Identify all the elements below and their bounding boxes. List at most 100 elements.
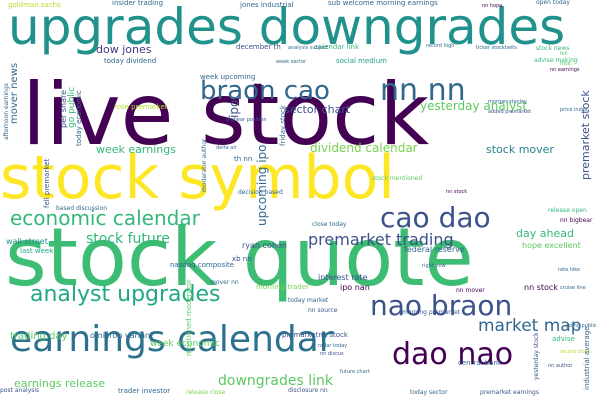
cloud-word: earnings release (14, 377, 106, 390)
cloud-word-vertical: mentioned moderator (185, 279, 193, 356)
cloud-word: dow jones (96, 43, 152, 56)
cloud-word-vertical: moderator author (201, 138, 208, 192)
cloud-word: omicron variant (90, 331, 154, 340)
cloud-word: future chart (340, 369, 370, 375)
cloud-word: price index (560, 107, 588, 113)
cloud-word: rose premarket (114, 103, 168, 111)
cloud-word: earnings calendar (10, 319, 334, 360)
cloud-word: trading day (10, 331, 68, 342)
cloud-word: th nn (234, 155, 253, 163)
cloud-word: nn bigbear (560, 217, 593, 224)
cloud-word-vertical: ipo (227, 99, 241, 118)
cloud-word-vertical: afternoon earnings (3, 83, 10, 140)
cloud-word: decision based (238, 189, 283, 196)
cloud-word: ticker stocktwits (476, 45, 517, 51)
cloud-word: week upcoming (200, 73, 256, 81)
cloud-word: stock future (86, 231, 170, 247)
cloud-word: stock symbol (0, 143, 395, 213)
cloud-word: insider trading (112, 0, 164, 7)
cloud-word: open today (536, 0, 570, 6)
cloud-word: dividend calendar (310, 141, 418, 155)
cloud-word: rate hike (558, 267, 581, 273)
cloud-word: post analysis (0, 387, 40, 394)
cloud-word: release close (186, 389, 226, 396)
cloud-word: trader investor (118, 387, 171, 395)
cloud-word: mover nn (210, 279, 239, 286)
cloud-word: central bank (458, 359, 502, 367)
cloud-word: goldman sachs (8, 1, 61, 9)
cloud-word: last week (20, 247, 54, 255)
cloud-word: federal reserve (404, 245, 465, 254)
cloud-word: braon cao (200, 76, 330, 106)
cloud-word: sub welcome morning earnings (328, 0, 438, 7)
cloud-word: cruise line (560, 285, 586, 291)
cloud-word: stock mentioned (372, 175, 423, 182)
cloud-word: social medium (336, 57, 387, 65)
cloud-word: nn stock (446, 189, 468, 195)
cloud-word: disclosure nn (288, 387, 328, 394)
cloud-word-vertical: today economic (75, 90, 83, 146)
cloud-word: calendar link (314, 43, 360, 51)
cloud-word: stock mover (486, 143, 554, 156)
cloud-word-vertical: premarket stock (579, 90, 592, 180)
cloud-word: week sector (276, 59, 307, 65)
cloud-word: nn earnings (550, 67, 580, 73)
cloud-word: hope excellent (522, 241, 581, 250)
cloud-word: week economic (150, 339, 220, 349)
cloud-word: record close (560, 349, 591, 355)
cloud-word: nasdaq composite (170, 261, 235, 269)
cloud-word: interest rate (318, 273, 368, 282)
cloud-word: wall street (6, 237, 48, 246)
cloud-word: morning premarket (402, 309, 460, 316)
cloud-word: advise (552, 335, 575, 343)
cloud-word: premarketnn stock (282, 331, 348, 339)
cloud-word: bigbear position (226, 117, 267, 123)
cloud-word: dao nao (392, 337, 514, 372)
cloud-word: nn author (548, 363, 573, 369)
cloud-word: yesterday analyst (420, 99, 528, 113)
cloud-word-vertical: industrial average (583, 326, 591, 390)
cloud-word: going public (566, 323, 597, 329)
cloud-word: jones industrial (240, 1, 294, 9)
cloud-word: cao dao (380, 201, 491, 234)
cloud-word: economic calendar (10, 206, 200, 230)
cloud-word: premarket earnings (480, 389, 539, 396)
cloud-word: market map (478, 316, 582, 336)
cloud-word: advise making (534, 57, 578, 64)
cloud-word-vertical: mover news (9, 62, 20, 124)
cloud-word: nn hope (482, 3, 503, 9)
cloud-word-vertical: upcoming ipo (255, 144, 269, 226)
cloud-word: day ahead (516, 227, 574, 240)
cloud-word: today market (288, 297, 329, 304)
cloud-word: nn mover (456, 287, 485, 294)
cloud-word: today sector (410, 389, 448, 396)
cloud-word-vertical: fell premarket (43, 158, 51, 208)
cloud-word: release open (548, 207, 587, 214)
cloud-word: nn discus (320, 351, 344, 357)
cloud-word: morgan stanley (488, 99, 528, 105)
cloud-word: nn source (308, 307, 338, 314)
cloud-word: xb nn (232, 255, 252, 263)
cloud-word: premarket trading (308, 230, 454, 249)
cloud-word: live stock (22, 65, 430, 165)
cloud-word: delta air (216, 145, 237, 151)
cloud-word: morning trader (256, 283, 309, 291)
cloud-word: added premarket (488, 109, 532, 115)
cloud-word: ryan cohen (242, 241, 287, 250)
cloud-word: stock quote (5, 211, 474, 304)
cloud-word: nn stock (524, 283, 558, 292)
cloud-word: radar today (318, 343, 348, 349)
cloud-word-vertical: friday stock (279, 105, 287, 146)
cloud-word: rose (560, 61, 571, 67)
cloud-word: analysis subject (288, 45, 328, 51)
cloud-word: based discussion (56, 205, 108, 212)
cloud-word: close today (312, 221, 347, 228)
cloud-word: right now (422, 263, 446, 269)
cloud-word: upgrades downgrades (8, 0, 566, 56)
cloud-word: sector chart (284, 103, 351, 116)
cloud-word: nao braon (370, 289, 513, 322)
cloud-word: fell (560, 51, 568, 57)
cloud-word: downgrades link (218, 373, 334, 389)
cloud-word-vertical: yesterday stock (533, 332, 540, 380)
